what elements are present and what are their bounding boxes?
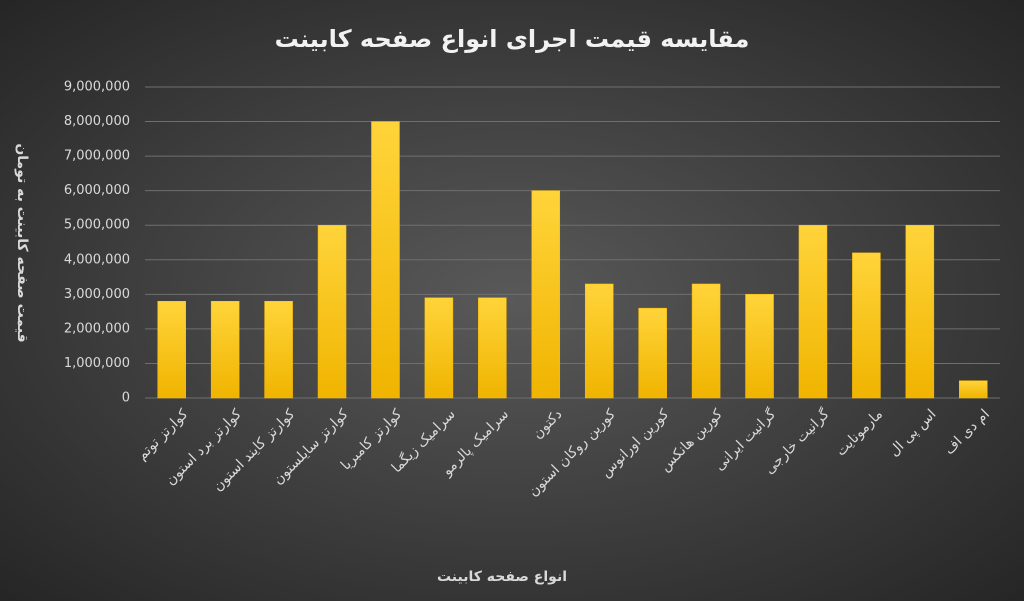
x-axis-title: انواع صفحه کابینت [437, 569, 567, 585]
bar [210, 300, 240, 399]
y-axis-title: قیمت صفحه کابینت به تومان [14, 143, 30, 342]
bar [478, 297, 507, 399]
y-tick-label: 1,000,000 [64, 356, 130, 371]
y-tick-label: 6,000,000 [64, 183, 130, 198]
bar [852, 252, 881, 399]
bar [798, 224, 828, 399]
y-tick-label: 5,000,000 [64, 218, 130, 233]
bar [424, 297, 454, 399]
bar [905, 224, 935, 399]
y-tick-label: 0 [122, 391, 130, 406]
bar [264, 300, 293, 399]
bar [745, 294, 774, 399]
y-tick-label: 8,000,000 [64, 114, 130, 129]
y-tick-label: 3,000,000 [64, 287, 130, 302]
bar [317, 224, 347, 399]
bar [371, 121, 400, 399]
bar [959, 380, 988, 399]
y-tick-label: 9,000,000 [64, 80, 130, 95]
bar [531, 190, 561, 399]
bar [691, 283, 721, 399]
y-tick-label: 7,000,000 [64, 149, 130, 164]
bar [638, 307, 667, 399]
chart-title: مقایسه قیمت اجرای انواع صفحه کابینت [275, 25, 750, 53]
bar [584, 283, 614, 399]
bar [157, 300, 186, 399]
y-tick-label: 4,000,000 [64, 252, 130, 267]
y-tick-label: 2,000,000 [64, 321, 130, 336]
